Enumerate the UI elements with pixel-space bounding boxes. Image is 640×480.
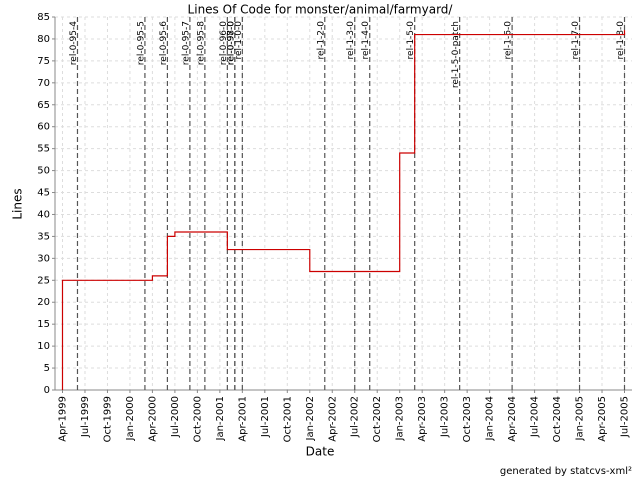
y-tick-label: 50 bbox=[37, 166, 50, 177]
x-tick-label: Oct-2003 bbox=[462, 396, 473, 442]
tag-label: rel-0-95-5 bbox=[136, 21, 146, 65]
x-tick-label: Jul-1999 bbox=[80, 396, 91, 438]
footer: generated by statcvs-xml² bbox=[500, 466, 632, 477]
y-tick-label: 85 bbox=[37, 12, 50, 23]
tag-label: rel-1-3-0 bbox=[346, 21, 356, 60]
y-tick-label: 0 bbox=[44, 385, 50, 396]
tag-label: rel-1-0-0 bbox=[234, 21, 244, 60]
tag-label: rel-1-5-0-patch bbox=[451, 21, 461, 88]
x-tick-label: Jan-2003 bbox=[395, 396, 406, 441]
y-tick-label: 45 bbox=[37, 188, 50, 199]
y-tick-label: 55 bbox=[37, 144, 50, 155]
y-tick-label: 20 bbox=[37, 297, 50, 308]
tag-label: rel-0-95-6 bbox=[159, 21, 169, 65]
x-tick-label: Jul-2005 bbox=[620, 396, 631, 438]
tag-label: rel-0-98-0 bbox=[226, 21, 236, 65]
x-tick-label: Jan-2004 bbox=[485, 396, 496, 441]
tag-label: rel-1-5-0 bbox=[406, 21, 416, 60]
y-axis-title: Lines bbox=[11, 188, 25, 219]
x-tick-label: Jul-2001 bbox=[260, 396, 271, 438]
x-tick-label: Oct-1999 bbox=[102, 396, 113, 442]
x-tick-label: Jul-2004 bbox=[530, 396, 541, 438]
tag-label: rel-1-7-0 bbox=[571, 21, 581, 60]
x-tick-label: Jan-2001 bbox=[215, 396, 226, 441]
plot-area bbox=[55, 17, 632, 390]
chart-title: Lines Of Code for monster/animal/farmyar… bbox=[188, 3, 454, 17]
tag-label: rel-1-6-0 bbox=[504, 21, 514, 60]
x-tick-label: Jul-2002 bbox=[350, 396, 361, 438]
y-tick-label: 70 bbox=[37, 78, 50, 89]
tag-label: rel-1-2-0 bbox=[316, 21, 326, 60]
x-tick-label: Oct-2002 bbox=[372, 396, 383, 442]
x-tick-label: Oct-2001 bbox=[282, 396, 293, 442]
x-tick-label: Jul-2003 bbox=[440, 396, 451, 438]
x-tick-label: Apr-2004 bbox=[507, 396, 518, 442]
tag-label: rel-0-96-0 bbox=[219, 21, 229, 65]
y-tick-label: 65 bbox=[37, 100, 50, 111]
y-tick-label: 75 bbox=[37, 56, 50, 67]
y-tick-label: 25 bbox=[37, 275, 50, 286]
loc-line bbox=[61, 30, 626, 390]
x-axis-title: Date bbox=[306, 445, 335, 459]
x-tick-label: Oct-2000 bbox=[192, 396, 203, 442]
x-tick-label: Jul-2000 bbox=[170, 396, 181, 438]
x-tick-label: Apr-2000 bbox=[147, 396, 158, 442]
y-tick-label: 40 bbox=[37, 209, 50, 220]
y-tick-label: 80 bbox=[37, 34, 50, 45]
y-tick-label: 30 bbox=[37, 253, 50, 264]
x-tick-label: Apr-1999 bbox=[57, 396, 68, 442]
x-tick-label: Jan-2002 bbox=[305, 396, 316, 441]
x-tick-label: Apr-2002 bbox=[327, 396, 338, 442]
tag-label: rel-0-97-0 bbox=[226, 21, 236, 65]
tag-label: rel-0-95-7 bbox=[181, 21, 191, 65]
y-tick-label: 5 bbox=[44, 363, 50, 374]
y-tick-label: 10 bbox=[37, 341, 50, 352]
tag-label: rel-0-95-8 bbox=[196, 21, 206, 65]
y-tick-label: 35 bbox=[37, 231, 50, 242]
x-tick-label: Apr-2001 bbox=[237, 396, 248, 442]
tag-label: rel-1-4-0 bbox=[361, 21, 371, 60]
y-tick-label: 60 bbox=[37, 122, 50, 133]
tag-label: rel-1-8-0 bbox=[616, 21, 626, 60]
x-tick-label: Jan-2000 bbox=[125, 396, 136, 441]
x-tick-label: Apr-2003 bbox=[417, 396, 428, 442]
x-tick-label: Apr-2005 bbox=[597, 396, 608, 442]
tag-label: rel-0-95-4 bbox=[69, 21, 79, 65]
x-tick-label: Jan-2005 bbox=[575, 396, 586, 441]
x-tick-label: Oct-2004 bbox=[552, 396, 563, 442]
y-tick-label: 15 bbox=[37, 319, 50, 330]
